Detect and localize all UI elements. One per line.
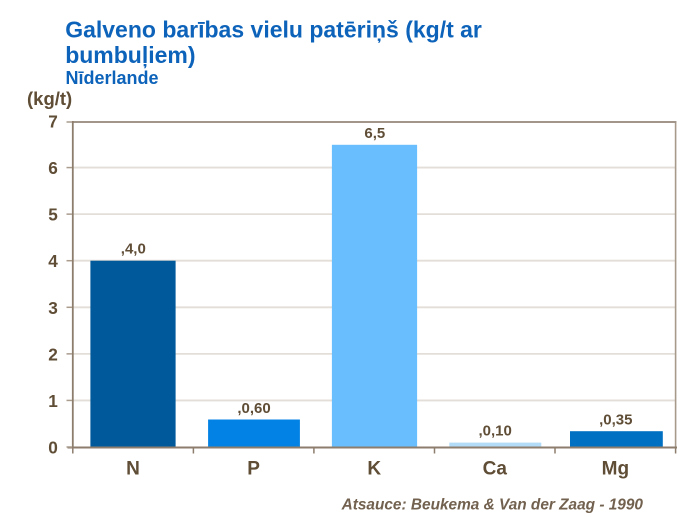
svg-text:2: 2 bbox=[48, 344, 58, 364]
svg-text:N: N bbox=[126, 458, 140, 479]
svg-text:7: 7 bbox=[48, 112, 58, 132]
svg-text:1: 1 bbox=[48, 391, 58, 411]
svg-text:(kg/t): (kg/t) bbox=[27, 88, 72, 109]
svg-text:,0,60: ,0,60 bbox=[237, 400, 270, 417]
svg-text:,0,10: ,0,10 bbox=[479, 422, 512, 439]
svg-text:6: 6 bbox=[48, 158, 58, 178]
svg-text:0: 0 bbox=[48, 438, 58, 458]
svg-text:5: 5 bbox=[48, 205, 58, 225]
svg-text:Atsauce: Beukema & Van der Zaa: Atsauce: Beukema & Van der Zaag - 1990 bbox=[341, 496, 644, 513]
svg-text:Galveno barības vielu patēriņš: Galveno barības vielu patēriņš (kg/t ar bbox=[65, 17, 482, 43]
svg-text:bumbuļiem): bumbuļiem) bbox=[65, 42, 195, 68]
svg-text:Ca: Ca bbox=[483, 458, 508, 479]
svg-text:Mg: Mg bbox=[602, 458, 629, 479]
svg-text:P: P bbox=[247, 458, 260, 479]
svg-text:,0,35: ,0,35 bbox=[599, 412, 632, 429]
svg-text:6,5: 6,5 bbox=[364, 125, 385, 142]
svg-text:,4,0: ,4,0 bbox=[121, 241, 146, 258]
svg-text:4: 4 bbox=[48, 251, 58, 271]
svg-text:3: 3 bbox=[48, 298, 58, 318]
svg-text:Nīderlande: Nīderlande bbox=[66, 68, 159, 88]
svg-text:K: K bbox=[367, 458, 381, 479]
